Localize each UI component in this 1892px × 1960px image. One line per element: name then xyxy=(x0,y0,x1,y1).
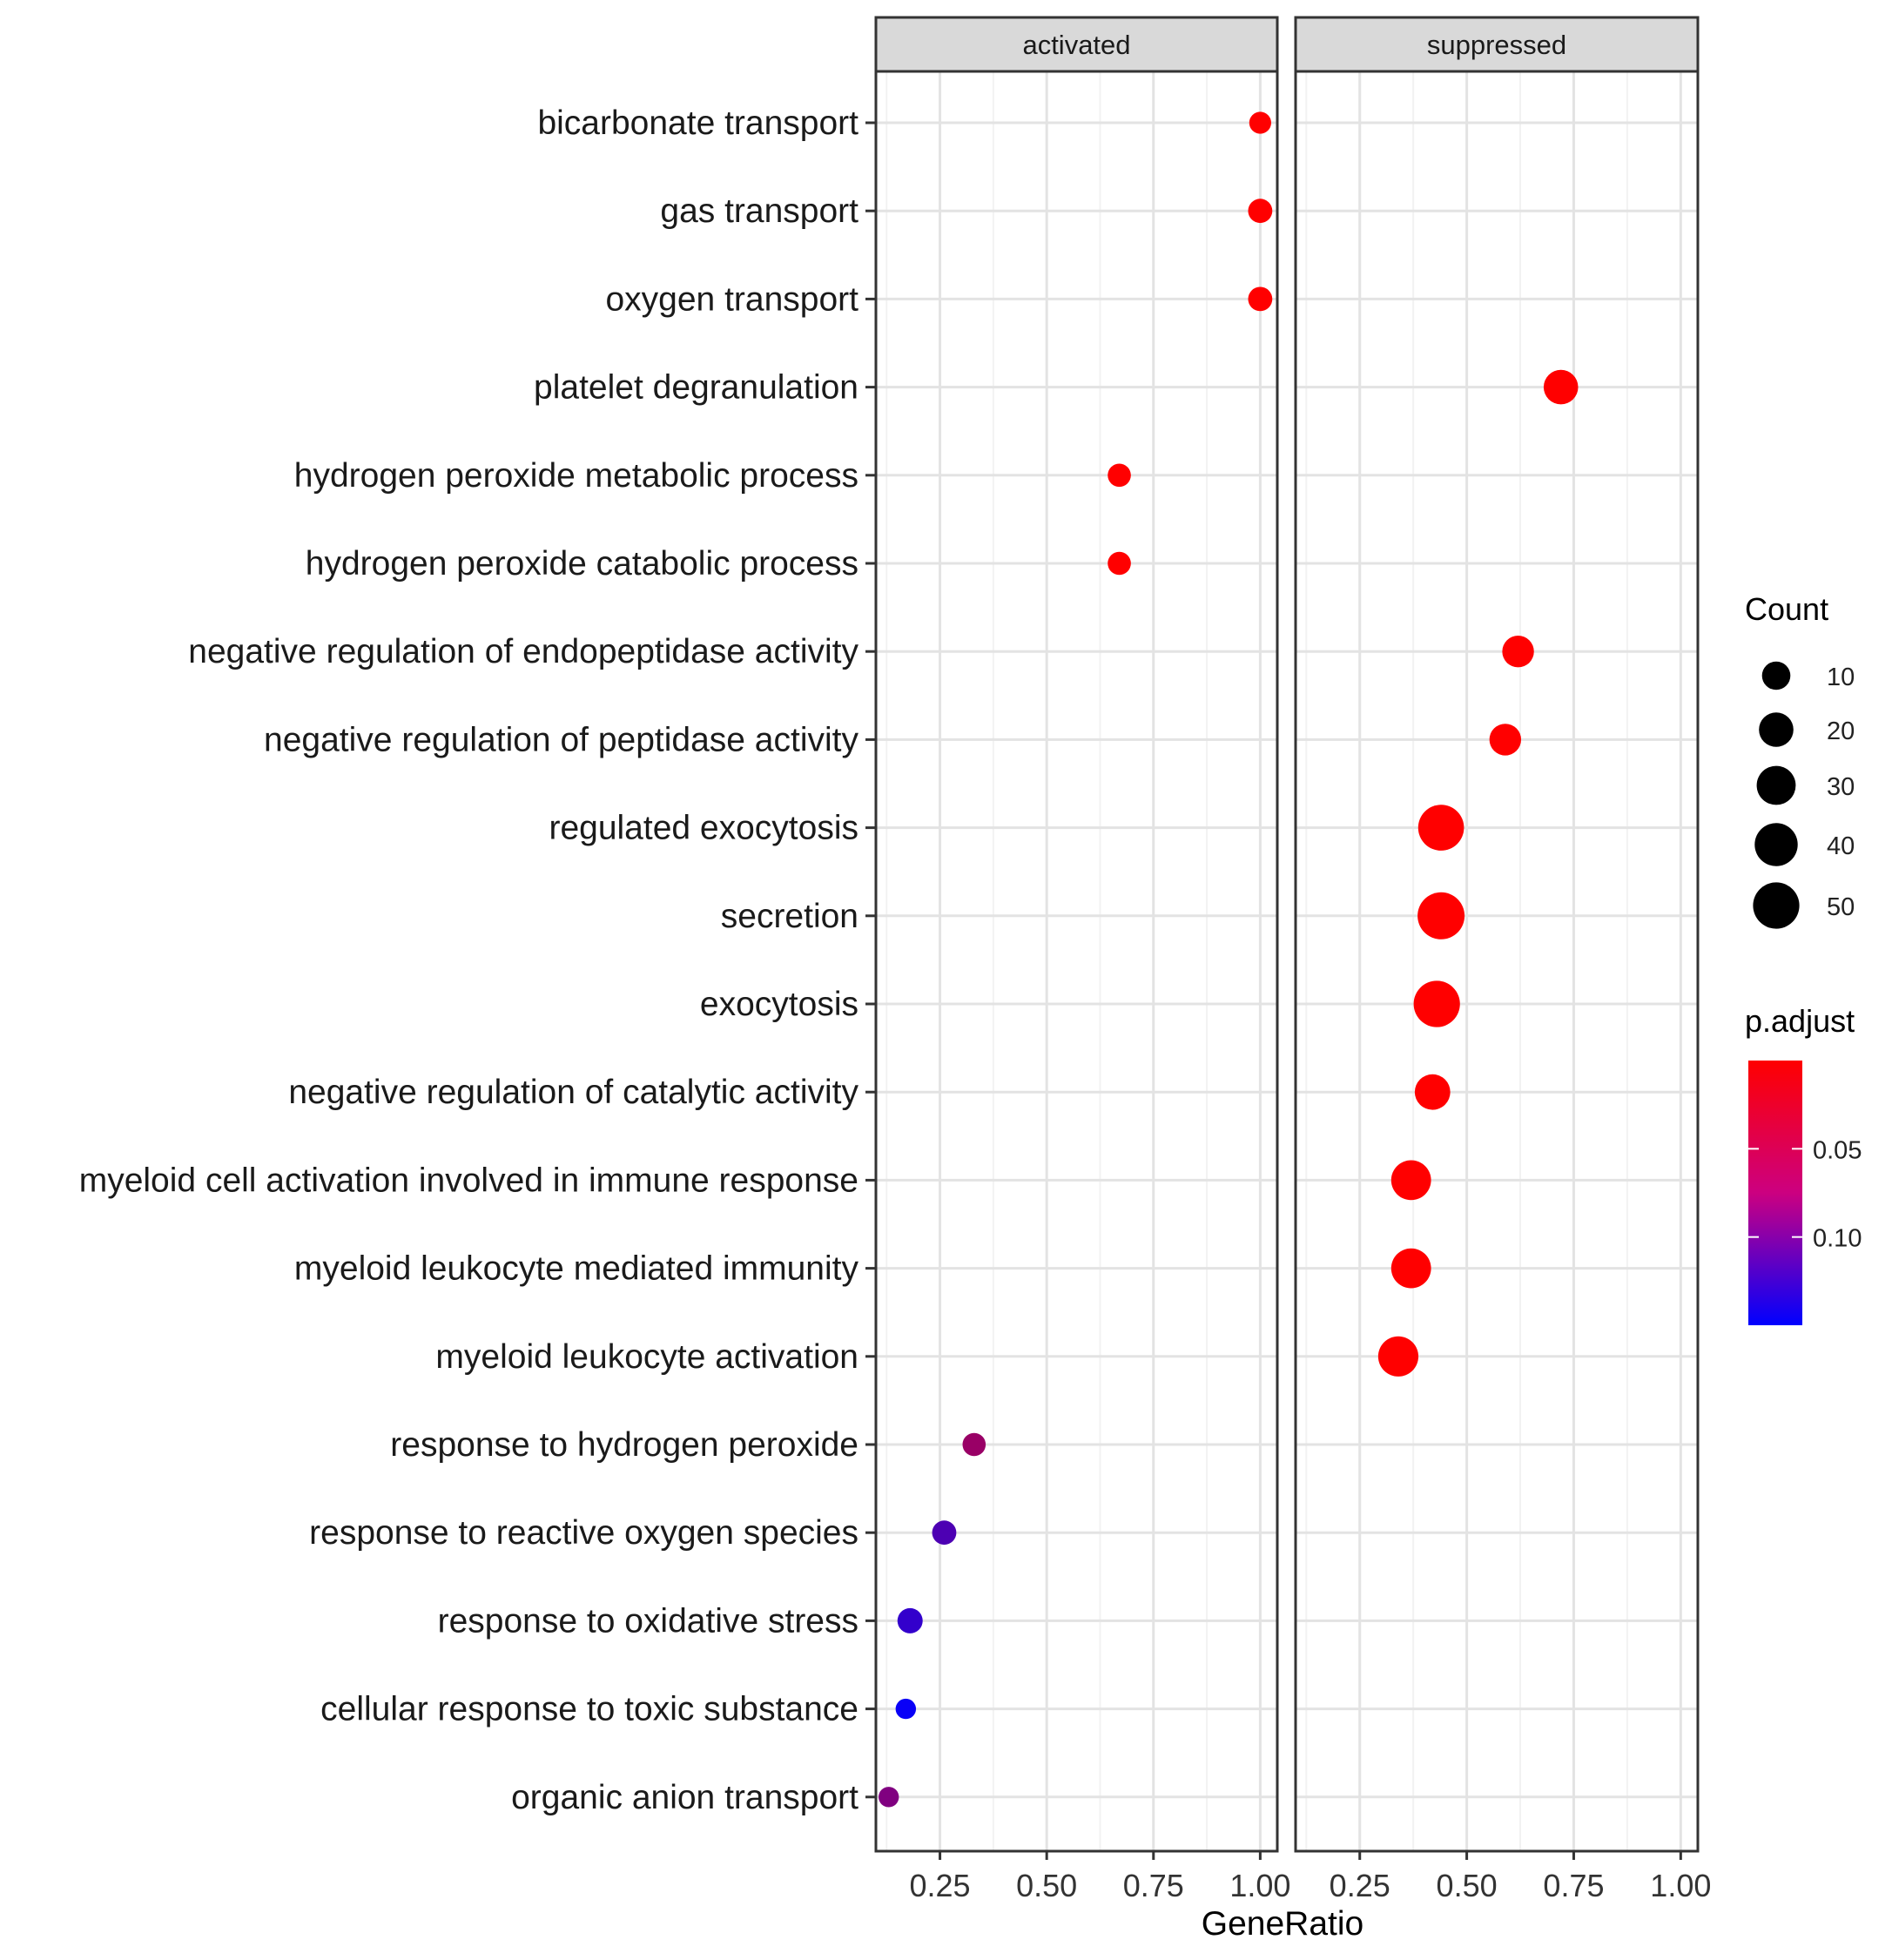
count-legend-title: Count xyxy=(1745,591,1828,627)
data-point xyxy=(897,1607,923,1633)
x-axis-title: GeneRatio xyxy=(1202,1905,1363,1943)
y-tick-label: myeloid leukocyte mediated immunity xyxy=(294,1250,859,1288)
data-point xyxy=(1417,805,1464,851)
facet-panels: activated suppressed xyxy=(874,16,1700,1853)
count-legend-key xyxy=(1761,661,1791,690)
y-tick-label: hydrogen peroxide metabolic process xyxy=(294,457,858,495)
y-tick-label: cellular response to toxic substance xyxy=(320,1691,858,1728)
data-point xyxy=(932,1520,957,1546)
p-adjust-tick-label: 0.05 xyxy=(1813,1136,1862,1164)
data-point xyxy=(962,1432,986,1457)
y-tick-label: hydrogen peroxide catabolic process xyxy=(306,545,858,583)
y-tick-label: negative regulation of endopeptidase act… xyxy=(188,633,858,670)
count-legend-label: 50 xyxy=(1827,893,1855,921)
y-axis-term-labels: bicarbonate transport gas transport oxygen… xyxy=(79,104,876,1816)
x-tick-label: 0.50 xyxy=(1437,1868,1498,1903)
x-tick-label: 0.25 xyxy=(1330,1868,1390,1903)
facet-strip-label: suppressed xyxy=(1427,30,1566,60)
data-point xyxy=(1108,463,1131,488)
x-axis-ticks: 0.25 0.50 0.75 1.00 0.25 0.50 0.75 1.00 xyxy=(910,1851,1711,1903)
data-point xyxy=(1489,724,1522,756)
y-tick-label: regulated exocytosis xyxy=(549,810,858,847)
data-point xyxy=(1249,111,1271,134)
facet-strip-activated xyxy=(874,16,1279,73)
count-legend-label: 30 xyxy=(1827,773,1855,801)
data-point xyxy=(1543,369,1579,405)
panel-activated xyxy=(876,71,1277,1851)
data-point xyxy=(1248,199,1273,224)
data-point xyxy=(1248,286,1273,312)
panel-suppressed xyxy=(1296,71,1698,1851)
count-legend-key xyxy=(1756,765,1796,805)
count-legend-label: 20 xyxy=(1827,717,1855,745)
count-legend-label: 40 xyxy=(1827,832,1855,860)
y-tick-label: response to reactive oxygen species xyxy=(309,1514,858,1552)
data-point xyxy=(895,1698,917,1720)
data-points xyxy=(879,111,1579,1808)
y-tick-label: oxygen transport xyxy=(605,280,858,318)
facet-strip-label: activated xyxy=(1022,30,1130,60)
x-tick-label: 0.25 xyxy=(910,1868,971,1903)
y-tick-label: platelet degranulation xyxy=(534,369,858,407)
data-point xyxy=(1390,1160,1431,1201)
y-tick-label: secretion xyxy=(721,898,858,935)
y-tick-label: negative regulation of catalytic activit… xyxy=(288,1074,858,1111)
data-point xyxy=(1502,636,1534,668)
y-tick-label: response to hydrogen peroxide xyxy=(390,1426,858,1464)
y-tick-label: negative regulation of peptidase activit… xyxy=(264,721,858,758)
y-tick-label: myeloid cell activation involved in immu… xyxy=(79,1162,858,1199)
data-point xyxy=(1377,1336,1419,1377)
p-adjust-legend-title: p.adjust xyxy=(1745,1003,1855,1039)
count-legend-label: 10 xyxy=(1827,663,1855,691)
p-adjust-color-bar xyxy=(1748,1061,1802,1325)
y-tick-label: bicarbonate transport xyxy=(537,104,858,142)
p-adjust-tick-label: 0.10 xyxy=(1813,1225,1862,1253)
x-tick-label: 1.00 xyxy=(1650,1868,1711,1903)
y-tick-label: organic anion transport xyxy=(511,1779,858,1816)
y-tick-label: exocytosis xyxy=(700,986,858,1023)
x-tick-label: 1.00 xyxy=(1229,1868,1290,1903)
data-point xyxy=(1390,1248,1431,1289)
count-legend: Count 10 20 30 40 50 xyxy=(1745,591,1855,929)
data-point xyxy=(1417,892,1465,940)
data-point xyxy=(1413,980,1460,1027)
count-legend-key xyxy=(1754,823,1798,866)
y-tick-label: response to oxidative stress xyxy=(438,1602,858,1640)
x-tick-label: 0.75 xyxy=(1123,1868,1184,1903)
y-tick-label: gas transport xyxy=(660,192,858,230)
x-tick-label: 0.75 xyxy=(1543,1868,1604,1903)
data-point xyxy=(1414,1074,1451,1110)
x-tick-label: 0.50 xyxy=(1016,1868,1077,1903)
p-adjust-legend: p.adjust 0.05 0.10 xyxy=(1745,1003,1862,1325)
data-point xyxy=(879,1787,899,1808)
count-legend-key xyxy=(1753,882,1800,929)
facet-strip-suppressed xyxy=(1294,16,1700,73)
count-legend-key xyxy=(1759,712,1794,747)
data-point xyxy=(1108,551,1131,576)
y-tick-label: myeloid leukocyte activation xyxy=(435,1338,858,1376)
